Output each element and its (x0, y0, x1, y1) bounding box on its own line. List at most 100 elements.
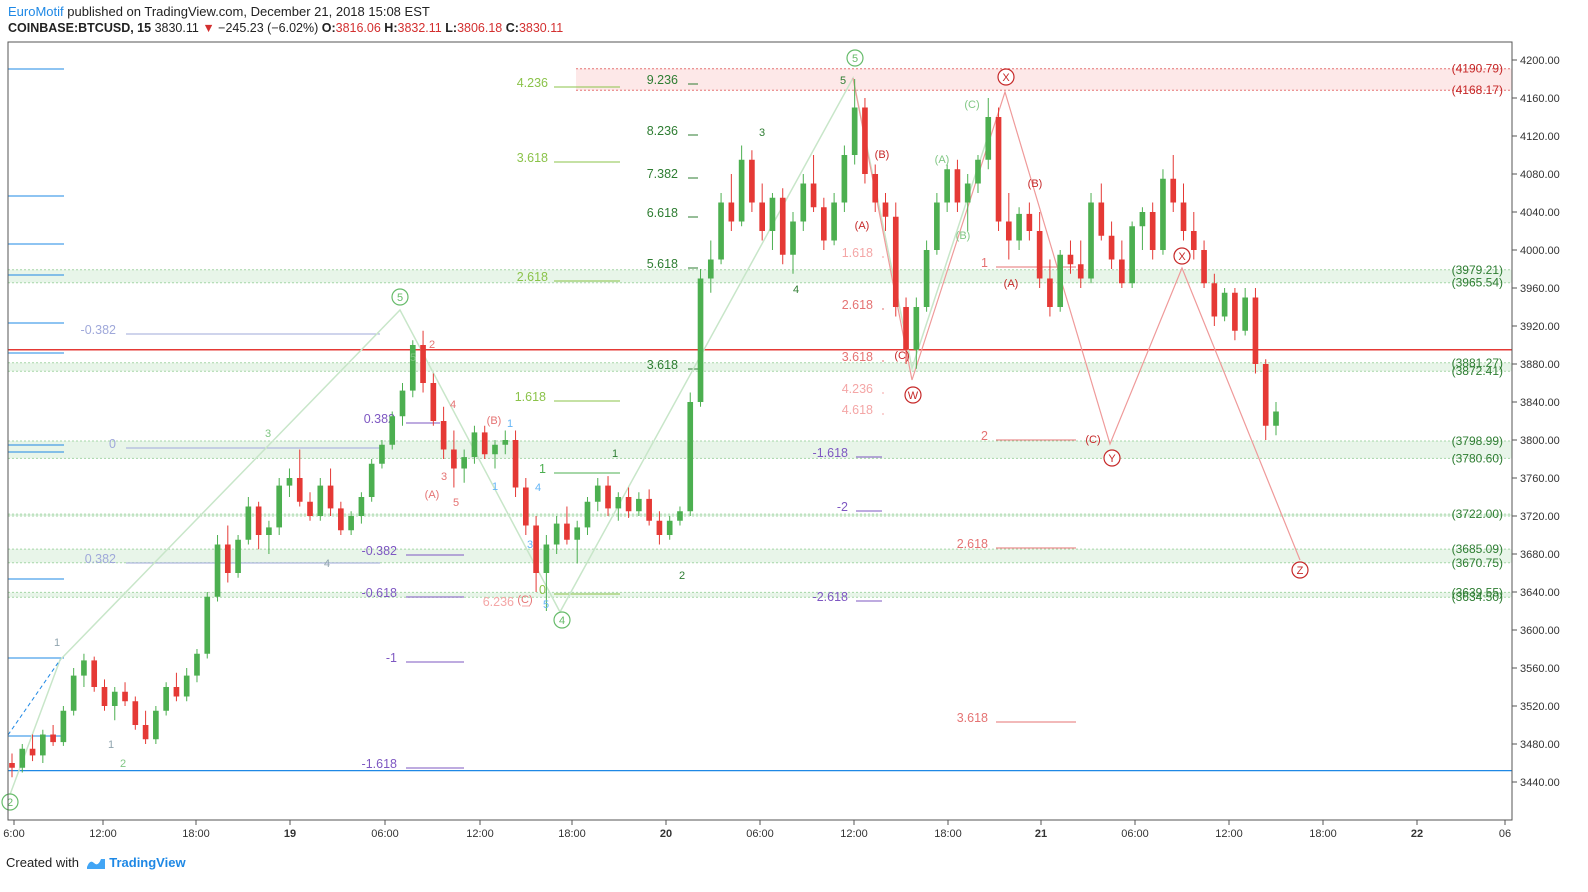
fib-label: 4.236 (842, 382, 873, 396)
candle-body (50, 734, 56, 743)
wave-label: 5 (543, 599, 549, 611)
price-change: −245.23 (−6.02%) (218, 21, 319, 35)
fib-label: 8.236 (647, 124, 678, 138)
candle-body (440, 421, 447, 450)
candle-body (615, 497, 622, 509)
fib-label: 2.618 (842, 298, 873, 312)
y-tick-label: 4040.00 (1520, 207, 1560, 219)
last-price: 3830.11 (154, 21, 199, 35)
candle-body (1067, 254, 1074, 265)
candle-body (903, 307, 909, 350)
candle-body (399, 390, 406, 417)
candle-body (995, 117, 1002, 222)
fib-label: -1 (386, 651, 397, 665)
close-value: 3830.11 (518, 21, 564, 35)
x-tick-label: 18:00 (934, 828, 962, 840)
wave-label: 5 (453, 497, 459, 509)
candle-body (964, 183, 971, 203)
candle-body (985, 117, 992, 160)
candle-body (564, 523, 570, 540)
wave-label: 3 (441, 471, 447, 483)
y-tick-label: 3640.00 (1520, 587, 1560, 599)
candle-body (1129, 226, 1135, 284)
candle-body (183, 675, 190, 697)
fib-label: -2 (837, 500, 848, 514)
candle-body (286, 478, 293, 486)
low-label: L: (445, 21, 458, 35)
candle-body (872, 174, 879, 203)
fib-label: 4.618 (842, 403, 873, 417)
zone-1 (8, 269, 1512, 283)
wave-circle-label: Y (1108, 453, 1116, 465)
wave-label: (C) (1085, 434, 1100, 446)
y-tick-label: 3680.00 (1520, 549, 1560, 561)
candle-body (461, 457, 467, 469)
tradingview-brand[interactable]: TradingView (109, 855, 186, 870)
fib-label: -1.618 (813, 446, 848, 460)
candle-body (934, 202, 940, 250)
fib-label: 6.618 (647, 206, 678, 220)
wave-label: (C) (964, 99, 979, 111)
wave-label: 5 (410, 352, 416, 364)
candle-body (1088, 202, 1094, 279)
candle-body (368, 463, 375, 497)
published-text: published on TradingView.com, December 2… (67, 4, 430, 19)
candle-body (707, 259, 714, 279)
wave-circle-label: X (1178, 251, 1186, 263)
candle-body (892, 216, 899, 307)
wave-label: (C) (517, 594, 532, 606)
candle-body (923, 250, 930, 307)
fib-label: 2.618 (957, 537, 988, 551)
candle-body (1221, 292, 1228, 317)
x-tick-label: 19 (284, 828, 296, 840)
candle-body (153, 710, 159, 740)
candle-body (389, 416, 396, 445)
candle-body (697, 278, 704, 402)
price-chart[interactable]: (4190.79) (4168.17) (3979.21)(3965.54) (388… (0, 0, 1588, 850)
candle-body (769, 197, 776, 231)
zone-3 (8, 440, 1512, 459)
candle-body (677, 511, 683, 521)
candle-body (60, 710, 67, 743)
candle-body (533, 525, 539, 573)
x-tick-label: 06:00 (746, 828, 774, 840)
wave-label: (A) (935, 154, 950, 166)
fib-label: 0.382 (364, 412, 395, 426)
candle-body (379, 444, 385, 464)
fib-label: 9.236 (647, 73, 678, 87)
open-label: O: (321, 21, 336, 35)
candle-body (307, 501, 313, 516)
candle-body (471, 432, 478, 458)
y-tick-label: 3600.00 (1520, 625, 1560, 637)
candle-body (1252, 297, 1259, 364)
candle-body (173, 687, 180, 697)
candle-body (522, 487, 529, 526)
wave-label: 1 (612, 448, 618, 460)
candle-body (1201, 250, 1207, 284)
candle-body (1005, 221, 1012, 241)
fib-label: 3.618 (842, 350, 873, 364)
candle-body (1119, 259, 1125, 284)
candle-body (19, 748, 26, 768)
fib-label: 0.382 (85, 552, 116, 566)
wave-label: 1 (108, 739, 114, 751)
author-name[interactable]: EuroMotif (8, 4, 64, 19)
candle-body (245, 506, 252, 540)
candle-body (779, 197, 786, 255)
plot-frame (7, 41, 1513, 821)
x-tick-label: 06:00 (371, 828, 399, 840)
candle-body (9, 763, 15, 768)
candle-body (666, 520, 673, 535)
zone-label: (3965.54) (1452, 276, 1503, 290)
candle-body (81, 660, 87, 676)
fib-label: 1 (981, 256, 988, 270)
zone-label: (4168.17) (1452, 83, 1503, 97)
fib-label: -0.382 (362, 544, 397, 558)
candle-body (841, 155, 848, 203)
candle-body (1077, 264, 1084, 279)
wave-circle (1, 793, 19, 811)
candle-body (821, 207, 827, 241)
candle-body (1273, 411, 1279, 426)
down-arrow-icon: ▼ (202, 21, 215, 35)
fib-label: 3.618 (647, 358, 678, 372)
